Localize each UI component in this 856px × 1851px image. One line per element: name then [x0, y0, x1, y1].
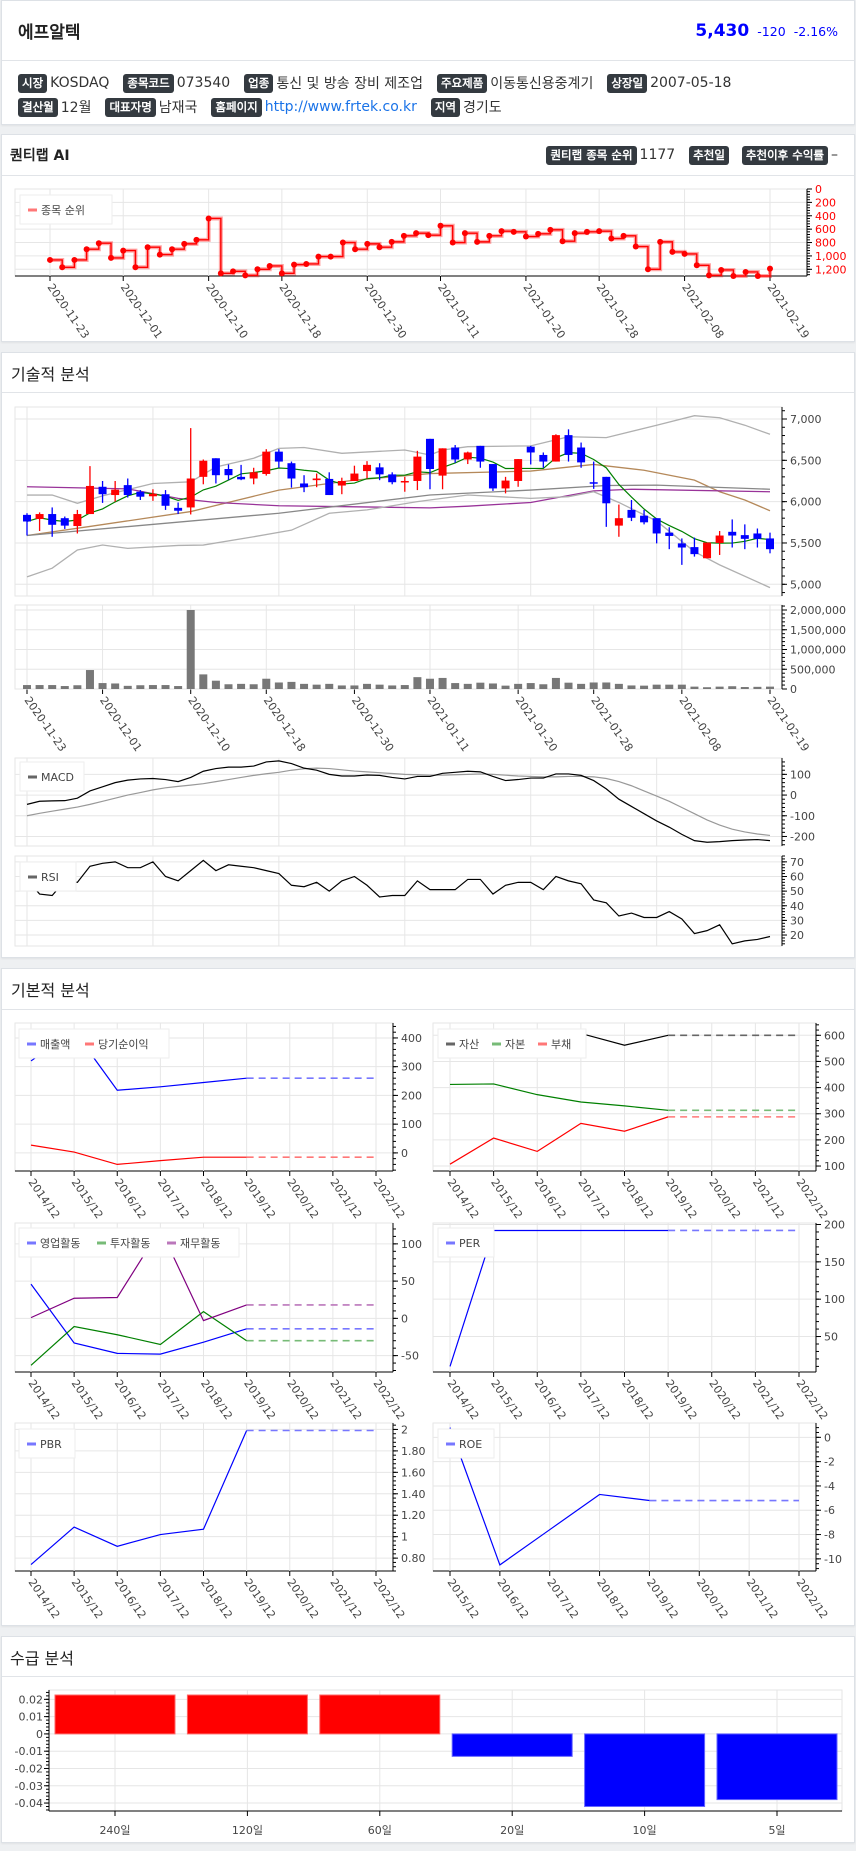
- badge-homepage: 홈페이지: [211, 97, 262, 117]
- badge-ceo: 대표자명: [105, 97, 156, 117]
- stock-header: 에프알텍 5,430 -120 -2.16%: [2, 1, 854, 61]
- ceo-value: 남재국: [158, 100, 198, 116]
- product-value: 이동통신용중계기: [490, 76, 594, 92]
- supply-analysis-card: 수급 분석: [1, 1636, 855, 1843]
- fiscal-month-value: 12월: [60, 100, 92, 116]
- badge-region: 지역: [430, 97, 461, 117]
- badge-rec-date: 추천일: [689, 145, 729, 165]
- technical-title: 기술적 분석: [11, 364, 90, 384]
- industry-value: 통신 및 방송 장비 제조업: [276, 76, 423, 92]
- quant-header: 퀀티랩 AI 퀀티랩 종목 순위 1177 추천일 추천이후 수익률 –: [2, 135, 854, 176]
- fundamental-title: 기본적 분석: [11, 981, 90, 1000]
- badge-product: 주요제품: [436, 73, 488, 93]
- technical-header: 기술적 분석: [2, 353, 854, 393]
- badge-industry: 업종: [244, 73, 274, 93]
- badge-market: 시장: [18, 73, 48, 93]
- stock-info-card: 에프알텍 5,430 -120 -2.16% 시장 KOSDAQ 종목코드 0735…: [1, 0, 855, 125]
- stock-change-pct: -2.16%: [793, 23, 838, 39]
- code-value: 073540: [176, 75, 231, 91]
- fundamental-analysis-card: 기본적 분석: [1, 968, 855, 1626]
- listing-date-value: 2007-05-18: [650, 75, 732, 91]
- region-value: 경기도: [463, 100, 502, 116]
- badge-return: 추천이후 수익률: [741, 145, 828, 165]
- fundamental-header: 기본적 분석: [2, 969, 854, 1010]
- quant-rank-value: 1177: [639, 147, 676, 163]
- homepage-link[interactable]: http://www.frtek.co.kr: [264, 99, 417, 115]
- badge-fiscal-month: 결산월: [18, 97, 58, 117]
- quant-stats: 퀀티랩 종목 순위 1177 추천일 추천이후 수익률 –: [546, 145, 838, 165]
- badge-code: 종목코드: [123, 73, 174, 93]
- quant-title: 퀀티랩 AI: [10, 148, 70, 164]
- return-value: –: [831, 147, 838, 163]
- technical-analysis-card: 기술적 분석: [1, 352, 855, 958]
- stock-name: 에프알텍: [18, 23, 81, 43]
- stock-price: 5,430: [695, 20, 750, 41]
- badge-listing-date: 상장일: [607, 73, 648, 93]
- quant-ai-card: 퀀티랩 AI 퀀티랩 종목 순위 1177 추천일 추천이후 수익률 –: [1, 134, 855, 342]
- supply-title: 수급 분석: [10, 1648, 74, 1668]
- info-row-1: 시장 KOSDAQ 종목코드 073540 업종 통신 및 방송 장비 제조업 주요제…: [18, 72, 745, 94]
- info-row-2: 결산월 12월 대표자명 남재국 홈페이지 http://www.frtek.co.k…: [18, 96, 516, 118]
- stock-change: -120: [757, 23, 786, 39]
- badge-quant-rank: 퀀티랩 종목 순위: [546, 145, 637, 165]
- market-value: KOSDAQ: [50, 75, 110, 91]
- stock-price-block: 5,430 -120 -2.16%: [695, 21, 838, 41]
- supply-header: 수급 분석: [2, 1637, 854, 1677]
